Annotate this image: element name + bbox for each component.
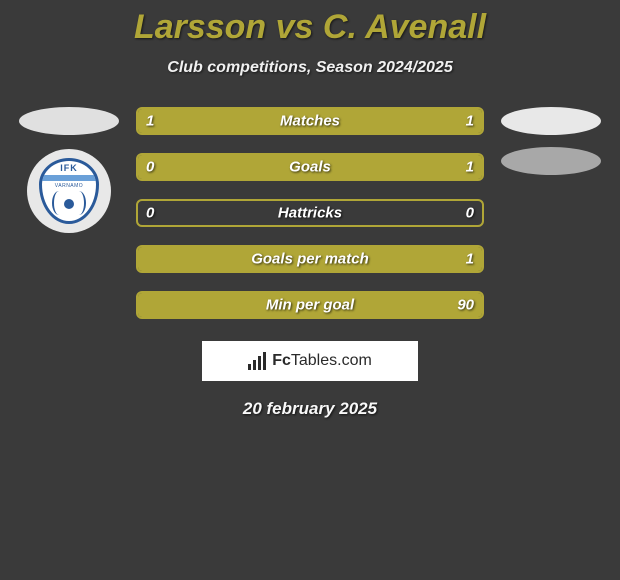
stat-row: Min per goal 90	[136, 291, 484, 319]
stat-value-right: 1	[466, 113, 474, 130]
player-avatar-right	[501, 107, 601, 135]
crest-band	[42, 175, 96, 181]
comparison-widget: Larsson vs C. Avenall Club competitions,…	[0, 0, 620, 419]
stat-row: 0 Hattricks 0	[136, 199, 484, 227]
right-column	[496, 107, 606, 175]
watermark: FcTables.com	[202, 341, 418, 381]
stat-value-right: 1	[466, 159, 474, 176]
chart-icon	[248, 352, 266, 370]
stat-fill-right	[207, 155, 482, 179]
stat-value-left: 0	[146, 205, 154, 222]
stat-value-left: 1	[146, 113, 154, 130]
stat-row: 0 Goals 1	[136, 153, 484, 181]
stat-label: Goals per match	[251, 251, 369, 268]
stat-value-right: 0	[466, 205, 474, 222]
main-content: IFK VARNAMO 1 Matches 1 0 Goals 1 0 Hattricks 0 G…	[0, 107, 620, 319]
crest-wreath-icon	[52, 191, 86, 217]
crest-shield: IFK VARNAMO	[39, 158, 99, 224]
stat-value-left: 0	[146, 159, 154, 176]
stat-value-right: 1	[466, 251, 474, 268]
page-title: Larsson vs C. Avenall	[0, 8, 620, 47]
stats-list: 1 Matches 1 0 Goals 1 0 Hattricks 0 Goals per mat…	[136, 107, 484, 319]
subtitle: Club competitions, Season 2024/2025	[0, 59, 620, 77]
stat-value-right: 90	[457, 297, 474, 314]
stat-label: Min per goal	[266, 297, 354, 314]
stat-label: Matches	[280, 113, 340, 130]
watermark-text: FcTables.com	[272, 352, 372, 370]
left-column: IFK VARNAMO	[14, 107, 124, 233]
club-crest-right	[501, 147, 601, 175]
player-avatar-left	[19, 107, 119, 135]
stat-label: Goals	[289, 159, 331, 176]
club-crest-left: IFK VARNAMO	[27, 149, 111, 233]
crest-top-text: IFK	[60, 163, 78, 173]
stat-label: Hattricks	[278, 205, 342, 222]
date-text: 20 february 2025	[0, 399, 620, 419]
crest-sub-text: VARNAMO	[55, 183, 83, 189]
stat-row: Goals per match 1	[136, 245, 484, 273]
stat-row: 1 Matches 1	[136, 107, 484, 135]
